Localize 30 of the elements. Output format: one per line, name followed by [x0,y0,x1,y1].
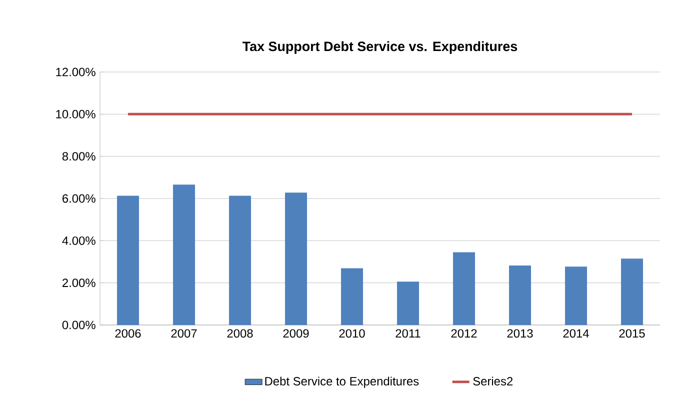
y-tick-label: 6.00% [62,194,96,203]
legend-label: Debt Service to Expenditures [265,376,419,388]
x-tick-label: 2010 [339,329,365,338]
bar [565,266,588,325]
bar [509,266,532,325]
bar [173,184,196,325]
bar [341,268,364,325]
y-tick-label: 0.00% [62,320,96,330]
x-tick-label: 2015 [619,329,645,338]
y-tick-label: 10.00% [56,110,96,118]
y-tick-label: 2.00% [62,278,96,288]
x-tick-label: 2009 [283,329,309,338]
x-tick-label: 2011 [396,329,420,338]
x-tick-label: 2012 [451,329,477,338]
legend-label: Series2 [473,376,513,386]
bar [229,196,252,325]
y-tick-label: 12.00% [56,68,96,76]
bar [285,192,308,325]
bar [453,252,476,325]
y-tick-label: 4.00% [62,236,96,245]
bar [117,196,139,325]
bar [397,282,420,325]
x-tick-label: 2014 [563,329,589,338]
chart-title: Tax Support Debt Service vs. Expenditures [242,41,518,54]
x-tick-label: 2008 [227,329,253,338]
x-tick-label: 2013 [507,329,533,338]
x-tick-label: 2007 [171,329,197,338]
y-tick-label: 8.00% [62,152,96,161]
bar [621,258,644,325]
x-tick-label: 2006 [115,329,141,338]
